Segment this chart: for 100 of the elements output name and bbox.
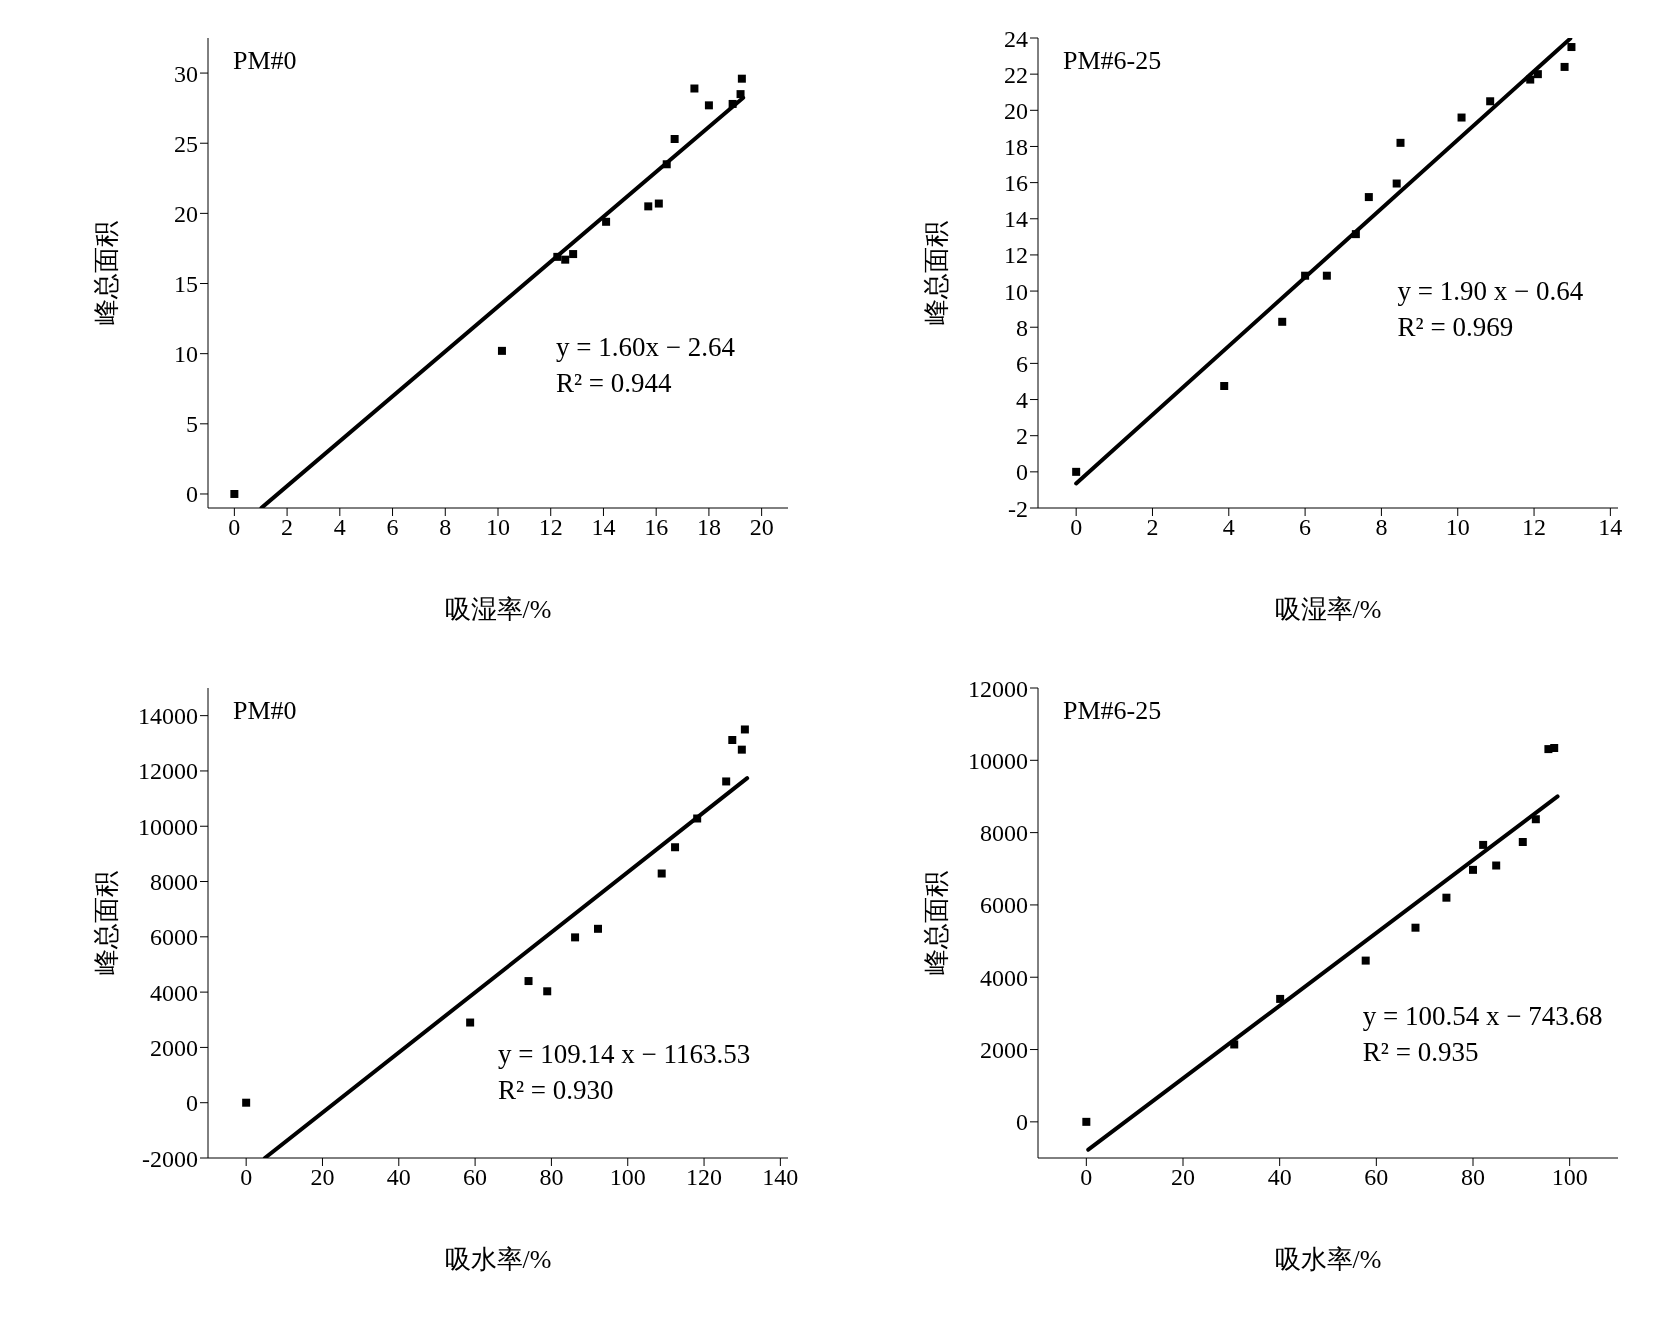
y-tick-label: 0 [186,1090,198,1117]
y-tick-label: 25 [174,130,198,157]
point [543,987,552,996]
x-tick-label: 40 [1267,1164,1292,1191]
point [1364,193,1373,202]
y-tick-label: 6000 [980,892,1028,919]
annotation: y = 1.90 x − 0.64 [1397,275,1584,308]
x-tick-label: 100 [1551,1164,1588,1191]
y-axis-title: 峰总面积 [922,871,952,975]
x-tick-label: 140 [762,1164,799,1191]
point [569,250,578,259]
point [593,924,602,933]
point [1486,97,1495,106]
point [662,160,671,169]
y-tick-label: 10000 [968,747,1028,774]
y-tick-label: 6000 [150,924,198,951]
point [1560,62,1569,71]
x-tick-label: 4 [333,514,346,541]
point [1518,838,1527,847]
point [644,202,653,211]
point [737,74,746,83]
y-tick-label: -2000 [142,1145,198,1172]
y-tick-label: 10 [174,341,198,368]
point [737,745,746,754]
x-tick-label: 14 [591,514,616,541]
point [571,933,580,942]
point [1278,317,1287,326]
y-tick-label: 18 [1004,133,1028,160]
y-tick-label: 2 [1016,423,1028,450]
point [728,99,737,108]
x-tick-label: 6 [386,514,399,541]
annotation: R² = 0.935 [1362,1036,1480,1070]
x-tick-label: 60 [1364,1164,1389,1191]
y-axis-title: 峰总面积 [922,221,952,325]
chart-title: PM#0 [233,696,297,726]
point [654,199,663,208]
y-tick-label: 8000 [980,820,1028,847]
point [1442,893,1451,902]
x-tick-label: 14 [1598,514,1623,541]
point [602,217,611,226]
x-tick-label: 80 [1461,1164,1485,1191]
x-tick-label: 100 [609,1164,646,1191]
y-tick-label: 5 [186,411,198,438]
point [1550,744,1559,753]
x-axis-title: 吸水率/% [444,1245,552,1274]
point [671,843,680,852]
x-tick-label: 2 [1146,514,1159,541]
x-tick-label: 20 [749,514,774,541]
y-tick-label: 22 [1004,61,1028,88]
x-tick-label: 18 [696,514,721,541]
y-tick-label: 6 [1016,350,1028,377]
y-tick-label: 4000 [150,979,198,1006]
x-tick-label: 20 [310,1164,335,1191]
x-tick-label: 120 [686,1164,723,1191]
annotation: y = 109.14 x − 1163.53 [498,1037,751,1071]
x-tick-label: 0 [240,1164,253,1191]
chart-title: PM#6-25 [1063,46,1162,76]
point [1220,381,1229,390]
point [1567,43,1576,52]
point [1479,840,1488,849]
point [1396,138,1405,147]
y-tick-label: 8000 [150,869,198,896]
x-tick-label: 6 [1299,514,1312,541]
x-tick-label: 0 [1070,514,1083,541]
point [466,1018,475,1027]
point [242,1098,251,1107]
x-tick-label: 0 [1080,1164,1093,1191]
y-tick-label: 0 [1016,1109,1028,1136]
x-axis-title: 吸湿率/% [1274,595,1382,624]
annotation: R² = 0.930 [498,1073,615,1107]
y-tick-label: 2000 [980,1037,1028,1064]
x-tick-label: 10 [1445,514,1470,541]
point [1301,271,1310,280]
y-tick-label: 10 [1004,278,1028,305]
point [561,255,570,264]
chart-title: PM#0 [233,46,297,76]
point [230,489,239,498]
point [1276,994,1285,1003]
point [1361,956,1370,965]
point [736,90,745,99]
x-axis-title: 吸水率/% [1274,1245,1382,1274]
y-tick-label: 0 [1016,459,1028,486]
y-tick-label: 14000 [138,703,198,730]
point [722,777,731,786]
point [1492,861,1501,870]
y-tick-label: 12000 [138,758,198,785]
y-tick-label: 0 [186,481,198,508]
point [1072,467,1081,476]
y-tick-label: 12000 [968,675,1028,702]
y-tick-label: 4 [1016,387,1028,414]
x-tick-label: 10 [486,514,510,541]
annotation: y = 1.60x − 2.64 [556,331,735,365]
point [704,101,713,110]
point [497,346,506,355]
y-axis-title: 峰总面积 [92,221,122,325]
y-tick-label: 16 [1004,170,1028,197]
point [690,84,699,93]
y-tick-label: 4000 [980,964,1028,991]
point [524,977,533,986]
point [657,869,666,878]
